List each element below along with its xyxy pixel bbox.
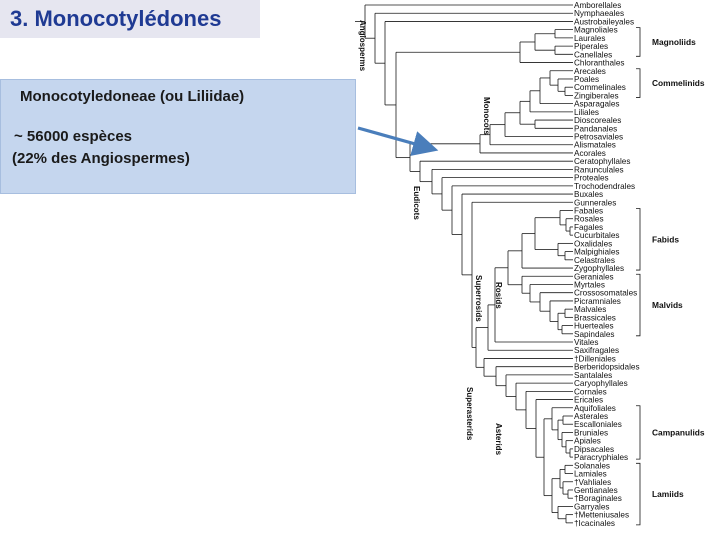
- magnoliids-label: Magnoliids: [652, 37, 696, 47]
- malvids-label: Malvids: [652, 300, 683, 310]
- taxon-label: Chloranthales: [574, 59, 625, 68]
- taxon-label: Saxifragales: [574, 346, 619, 355]
- magnoliids-bracket: [636, 27, 641, 57]
- fabids-label: Fabids: [652, 234, 679, 244]
- taxon-label: Amborellales: [574, 1, 621, 10]
- rosids-clade-label: Rosids: [494, 282, 503, 309]
- group-brackets: Magnoliids Commelinids Fabids Malvids Campan…: [636, 27, 705, 526]
- taxon-label: Huerteales: [574, 322, 614, 331]
- tree-branches: [355, 4, 573, 524]
- taxon-label: Asterales: [574, 412, 608, 421]
- taxon-label: Fagales: [574, 223, 603, 232]
- taxon-label: Dioscoreales: [574, 116, 621, 125]
- asterids-clade-label: Asterids: [494, 423, 503, 456]
- slide-title: 3. Monocotylédones: [10, 6, 222, 31]
- taxon-label: Paracryphiales: [574, 453, 628, 462]
- taxon-label: Poales: [574, 75, 599, 84]
- taxon-label: Crossosomatales: [574, 289, 637, 298]
- taxon-label: †Dilleniales: [574, 354, 616, 363]
- taxon-label: Zygophyllales: [574, 264, 624, 273]
- taxon-label: Petrosaviales: [574, 133, 623, 142]
- taxon-label: Asparagales: [574, 100, 620, 109]
- taxon-label: Piperales: [574, 42, 608, 51]
- campanulids-label: Campanulids: [652, 427, 705, 437]
- info-clade-name: Monocotyledoneae (ou Liliidae): [20, 88, 245, 105]
- taxon-label: Alismatales: [574, 141, 616, 150]
- taxon-label: Rosales: [574, 215, 604, 224]
- title-banner: 3. Monocotylédones: [0, 0, 260, 38]
- taxon-labels: AmborellalesNymphaealesAustrobaileyalesM…: [574, 1, 640, 528]
- taxon-label: Cornales: [574, 387, 607, 396]
- superrosids-clade-label: Superrosids: [474, 275, 483, 322]
- taxon-label: Sapindales: [574, 330, 615, 339]
- taxon-label: Garryales: [574, 502, 610, 511]
- taxon-label: Cucurbitales: [574, 231, 620, 240]
- commelinids-bracket: [636, 68, 641, 98]
- taxon-label: Brassicales: [574, 313, 616, 322]
- taxon-label: Gentianales: [574, 486, 618, 495]
- fabids-bracket: [636, 208, 641, 271]
- taxon-label: †Vahliales: [574, 478, 611, 487]
- taxon-label: Canellales: [574, 50, 612, 59]
- taxon-label: Ceratophyllales: [574, 157, 630, 166]
- taxon-label: Solanales: [574, 461, 610, 470]
- taxon-label: Vitales: [574, 338, 598, 347]
- angiosperms-clade-label: Angiosperms: [358, 20, 367, 72]
- commelinids-label: Commelinids: [652, 78, 705, 88]
- taxon-label: Escalloniales: [574, 420, 622, 429]
- taxon-label: Magnoliales: [574, 26, 618, 35]
- malvids-bracket: [636, 273, 641, 337]
- taxon-label: Malvales: [574, 305, 606, 314]
- pointer-arrow: [357, 126, 439, 156]
- taxon-label: Trochodendrales: [574, 182, 635, 191]
- clade-labels: Angiosperms Monocots Eudicots Superrosids Ro…: [358, 20, 503, 456]
- taxon-label: Buxales: [574, 190, 603, 199]
- taxon-label: Oxalidales: [574, 239, 612, 248]
- taxon-label: †Icacinales: [574, 519, 615, 528]
- taxon-label: Nymphaeales: [574, 9, 624, 18]
- taxon-label: Bruniales: [574, 428, 608, 437]
- taxon-label: Fabales: [574, 207, 603, 216]
- taxon-label: Geraniales: [574, 272, 614, 281]
- taxon-label: Myrtales: [574, 280, 605, 289]
- taxon-label: †Boraginales: [574, 494, 622, 503]
- taxon-label: Zingiberales: [574, 91, 619, 100]
- taxon-label: Celastrales: [574, 256, 615, 265]
- eudicots-clade-label: Eudicots: [412, 186, 421, 220]
- taxon-label: Picramniales: [574, 297, 621, 306]
- taxon-label: Caryophyllales: [574, 379, 628, 388]
- lamiids-label: Lamiids: [652, 489, 684, 499]
- taxon-label: Dipsacales: [574, 445, 614, 454]
- taxon-label: Pandanales: [574, 124, 617, 133]
- taxon-label: †Metteniusales: [574, 511, 629, 520]
- taxon-label: Proteales: [574, 174, 609, 183]
- taxon-label: Commelinales: [574, 83, 626, 92]
- taxon-label: Berberidopsidales: [574, 363, 640, 372]
- campanulids-bracket: [636, 405, 641, 460]
- taxon-label: Liliales: [574, 108, 599, 117]
- taxon-label: Aquifoliales: [574, 404, 616, 413]
- taxon-label: Malpighiales: [574, 248, 620, 257]
- info-callout: Monocotyledoneae (ou Liliidae) ~ 56000 e…: [0, 79, 356, 194]
- taxon-label: Gunnerales: [574, 198, 616, 207]
- superasterids-clade-label: Superasterids: [465, 387, 474, 441]
- taxon-label: Austrobaileyales: [574, 17, 634, 26]
- taxon-label: Santalales: [574, 371, 612, 380]
- taxon-label: Acorales: [574, 149, 606, 158]
- monocots-clade-label: Monocots: [482, 97, 491, 135]
- info-species-count: ~ 56000 espèces: [14, 128, 133, 145]
- taxon-label: Laurales: [574, 34, 605, 43]
- lamiids-bracket: [636, 462, 641, 526]
- taxon-label: Arecales: [574, 67, 606, 76]
- taxon-label: Lamiales: [574, 470, 607, 479]
- taxon-label: Ranunculales: [574, 165, 624, 174]
- info-percentage: (22% des Angiospermes): [12, 150, 190, 167]
- taxon-label: Apiales: [574, 437, 601, 446]
- taxon-label: Ericales: [574, 396, 603, 405]
